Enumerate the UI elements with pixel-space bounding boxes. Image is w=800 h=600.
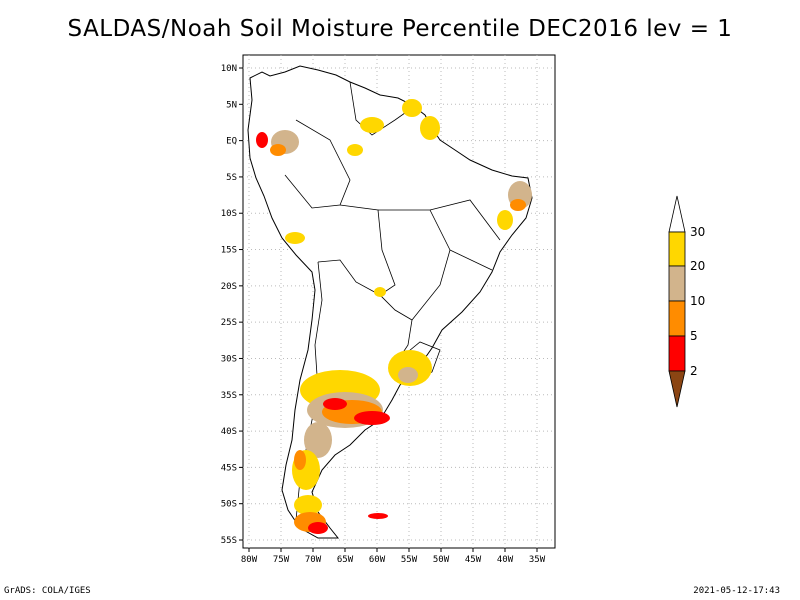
footer-credit: GrADS: COLA/IGES [4,586,91,596]
lat-label: 10S [221,209,237,219]
lat-label: 5N [226,100,237,110]
colorbar-10-20 [668,265,686,302]
lat-label: 50S [221,500,237,510]
lon-label: 80W [241,555,258,565]
lat-label: 30S [221,354,237,364]
lon-label: 60W [369,555,386,565]
longitude-labels: 80W 75W 70W 65W 60W 55W 50W 45W 40W 35W [241,555,546,565]
lat-label: 25S [221,318,237,328]
colorbar-label-30: 30 [690,225,705,239]
lon-label: 55W [401,555,418,565]
colorbar-below2 [668,370,686,408]
lat-label: 40S [221,427,237,437]
lat-label: 10N [221,64,237,74]
lat-label: 20S [221,282,237,292]
latitude-labels: 10N 5N EQ 5S 10S 15S 20S 25S 30S 35S 40S 45S 50S 55S [221,64,237,546]
lon-label: 45W [465,555,482,565]
colorbar: 30 20 10 5 2 [668,195,705,408]
lon-label: 75W [273,555,290,565]
lat-label: 35S [221,391,237,401]
lon-label: 40W [497,555,514,565]
footer-timestamp: 2021-05-12-17:43 [693,586,780,596]
colorbar-20-30 [668,231,686,267]
lat-label: 5S [226,173,237,183]
lat-label: EQ [226,137,237,147]
colorbar-label-10: 10 [690,294,705,308]
colorbar-5-10 [668,300,686,337]
lon-label: 35W [529,555,546,565]
colorbar-above30 [668,195,686,233]
lat-label: 45S [221,463,237,473]
lat-label: 15S [221,246,237,256]
colorbar-2-5 [668,335,686,372]
map-title: SALDAS/Noah Soil Moisture Percentile DEC… [67,16,733,42]
lon-label: 70W [305,555,322,565]
lon-label: 65W [337,555,354,565]
lon-label: 50W [433,555,450,565]
colorbar-label-2: 2 [690,364,698,378]
lat-label: 55S [221,536,237,546]
soil-moisture-field [256,99,532,534]
colorbar-label-5: 5 [690,329,698,343]
colorbar-label-20: 20 [690,259,705,273]
